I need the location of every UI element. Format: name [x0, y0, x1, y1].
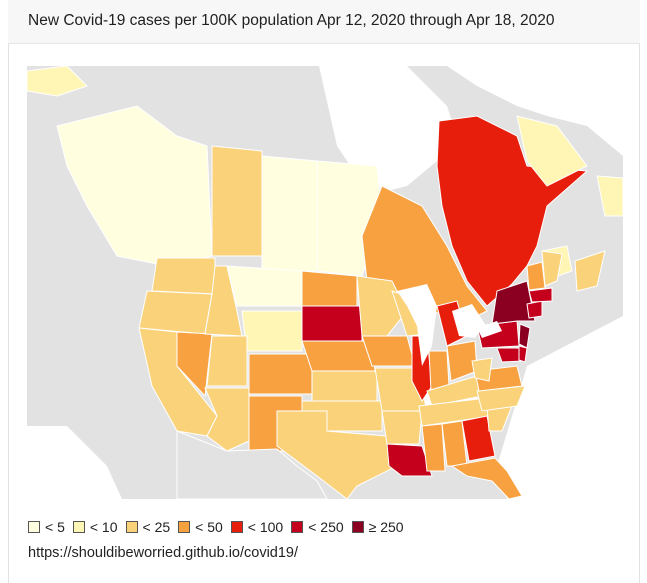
region-alaska [27, 66, 88, 97]
region-newfoundland [516, 115, 588, 187]
source-link[interactable]: https://shouldibeworried.github.io/covid… [28, 545, 299, 561]
legend-label: < 10 [89, 519, 118, 535]
region-west-virginia [471, 357, 493, 382]
region-new-jersey [518, 323, 531, 349]
legend-swatch [351, 521, 364, 533]
region-nova-scotia [574, 250, 606, 292]
region-alberta [211, 145, 263, 257]
region-new-york [491, 280, 536, 325]
region-mississippi [421, 423, 446, 472]
region-mexico [176, 430, 328, 499]
region-saskatchewan [261, 155, 318, 272]
legend-label: < 25 [142, 519, 171, 535]
region-maine [541, 250, 563, 287]
region-wyoming [241, 310, 303, 352]
legend-label: < 50 [195, 519, 223, 535]
legend-item: < 5 [28, 519, 65, 535]
legend-swatch [291, 521, 304, 533]
map-title: New Covid-19 cases per 100K population A… [28, 12, 555, 29]
region-washington [151, 257, 216, 295]
legend-swatch [28, 521, 40, 533]
legend-item: < 250 [291, 519, 344, 535]
region-nebraska [301, 340, 376, 372]
region-minnesota [356, 275, 408, 337]
legend-swatch [72, 521, 85, 533]
region-delaware [518, 345, 528, 363]
region-florida [450, 457, 523, 499]
card-header: New Covid-19 cases per 100K population A… [8, 0, 640, 44]
choropleth-map [27, 66, 623, 499]
region-montana [226, 265, 303, 307]
region-nevada [176, 331, 213, 398]
great-lakes [397, 284, 437, 366]
region-utah [206, 335, 248, 387]
legend-item: < 25 [125, 519, 171, 535]
region-kansas [311, 370, 378, 402]
region-georgia [461, 415, 496, 462]
region-north-dakota [301, 270, 358, 307]
region-colorado [248, 353, 313, 395]
legend-swatch [230, 521, 243, 533]
region-massachusetts [528, 287, 553, 303]
legend-item: < 10 [72, 519, 118, 535]
legend-label: < 100 [247, 519, 284, 535]
region-maryland [496, 347, 523, 363]
region-vermont-nh [526, 261, 546, 291]
legend-label: < 250 [308, 519, 344, 535]
legend-label: ≥ 250 [368, 519, 404, 535]
legend-item: < 50 [178, 519, 223, 535]
legend-item: ≥ 250 [351, 519, 404, 535]
card-frame [8, 0, 640, 583]
region-connecticut [526, 300, 543, 319]
region-arkansas [381, 410, 423, 445]
legend-label: < 5 [45, 519, 65, 535]
legend-swatch [125, 521, 138, 533]
map-legend: < 5 < 10 < 25 < 50 < 100 < 250 ≥ 250 [28, 517, 412, 537]
region-texas [276, 410, 398, 499]
legend-item: < 100 [230, 519, 284, 535]
region-south-dakota [301, 305, 363, 342]
region-oregon [138, 290, 213, 335]
region-louisiana [386, 443, 433, 477]
legend-swatch [178, 521, 191, 533]
